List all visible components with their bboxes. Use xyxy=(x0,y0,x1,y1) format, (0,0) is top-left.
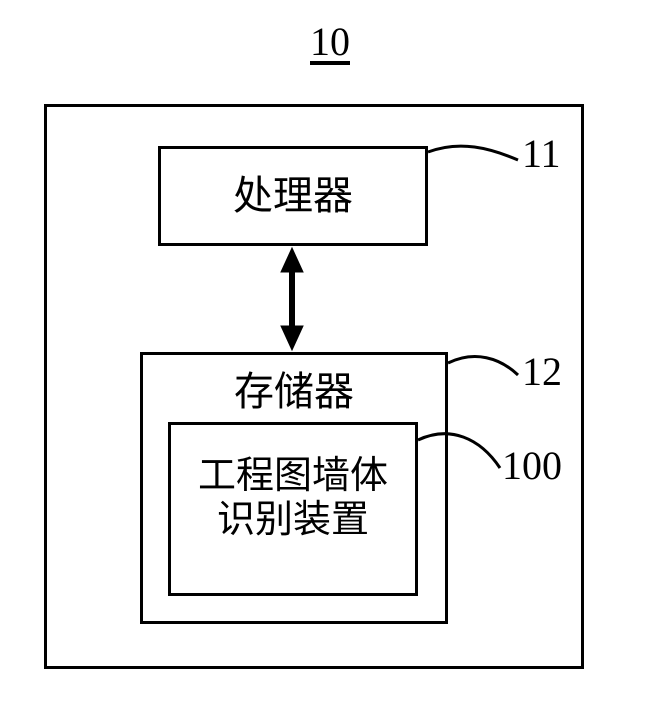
callout-label-12: 12 xyxy=(522,348,562,395)
memory-label: 存储器 xyxy=(234,369,354,415)
processor-label: 处理器 xyxy=(233,173,353,219)
callout-label-100: 100 xyxy=(502,442,562,489)
diagram-title: 10 xyxy=(300,18,360,65)
processor-box: 处理器 xyxy=(158,146,428,246)
diagram-canvas: 10 处理器 存储器 工程图墙体 识别装置 11 12 100 xyxy=(0,0,662,722)
device-box: 工程图墙体 识别装置 xyxy=(168,422,418,596)
device-label-line1: 工程图墙体 xyxy=(198,455,388,499)
callout-label-11: 11 xyxy=(522,130,561,177)
device-label-line2: 识别装置 xyxy=(217,499,369,543)
